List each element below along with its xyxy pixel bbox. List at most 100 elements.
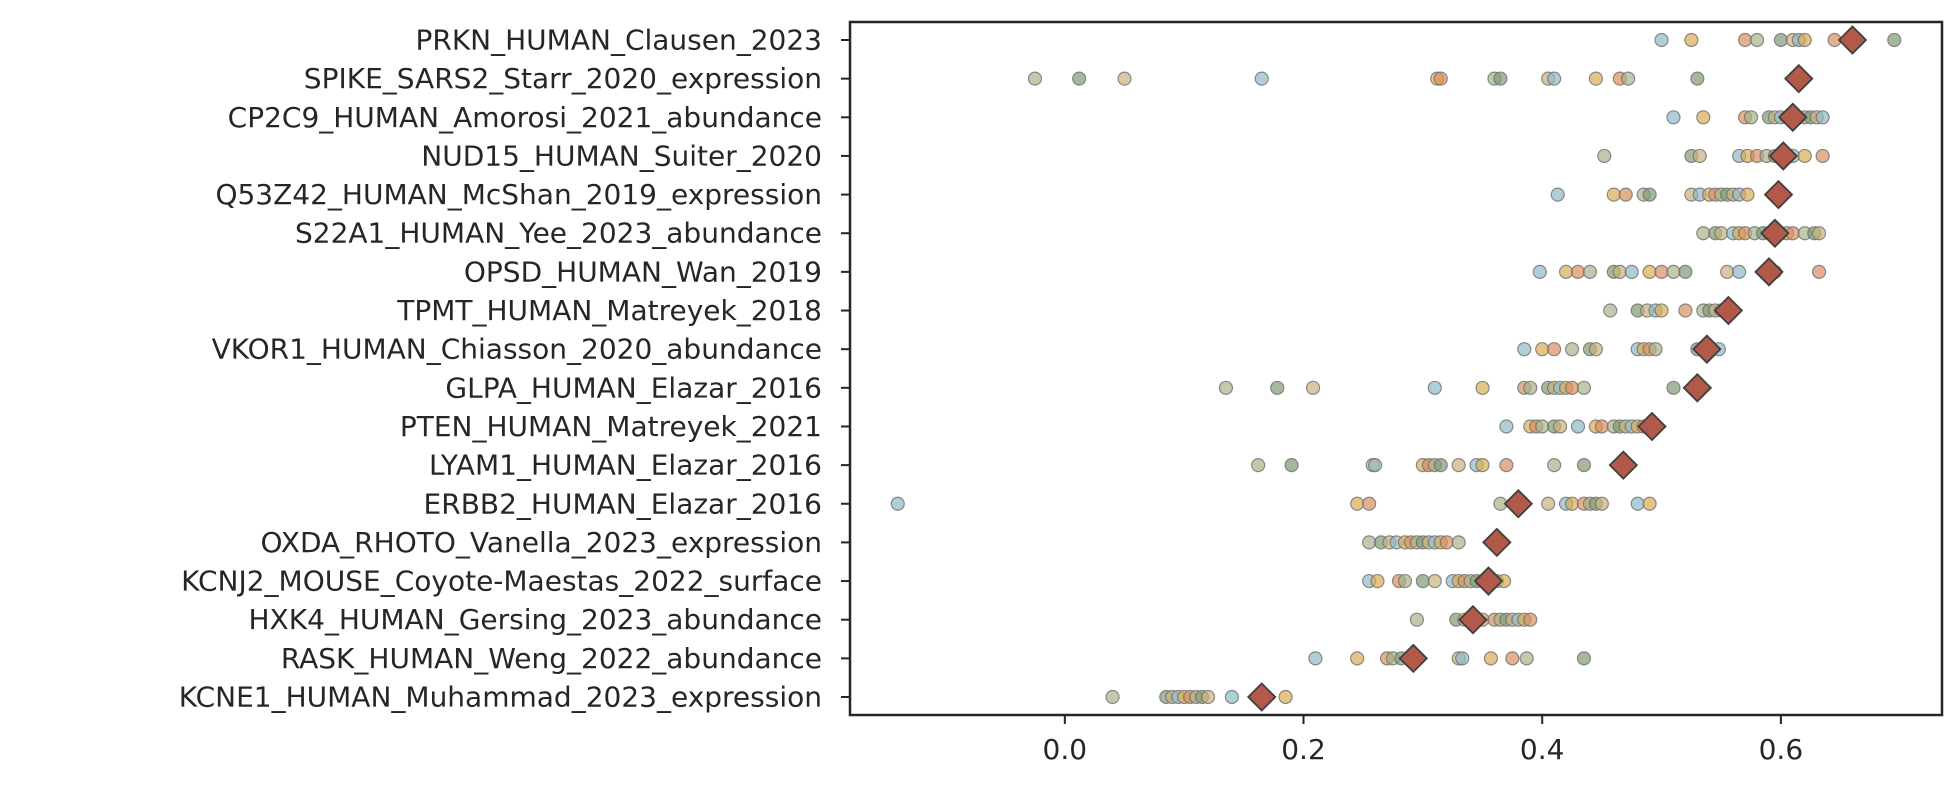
data-point xyxy=(1517,342,1532,357)
data-point xyxy=(1251,458,1266,473)
data-point xyxy=(1433,458,1448,473)
data-point xyxy=(1696,110,1711,125)
y-tick-label: OPSD_HUMAN_Wan_2019 xyxy=(464,255,822,288)
data-point xyxy=(1499,458,1514,473)
data-point xyxy=(1603,303,1618,318)
y-tick-label: ERBB2_HUMAN_Elazar_2016 xyxy=(424,487,822,520)
y-tick-label: OXDA_RHOTO_Vanella_2023_expression xyxy=(261,526,822,559)
mean-marker xyxy=(1246,682,1277,712)
data-point xyxy=(1552,419,1568,434)
y-tick-marks xyxy=(841,39,850,698)
data-point xyxy=(1642,264,1657,279)
data-point xyxy=(1558,264,1574,279)
data-point xyxy=(1483,651,1498,666)
data-point xyxy=(1308,651,1323,666)
data-point xyxy=(1550,187,1565,202)
data-point xyxy=(1305,380,1321,395)
data-point xyxy=(1493,71,1508,86)
data-point xyxy=(1505,651,1520,666)
y-tick-label: SPIKE_SARS2_Starr_2020_expression xyxy=(304,62,822,95)
mean-marker xyxy=(1503,488,1534,519)
mean-markers xyxy=(1246,25,1868,712)
data-point xyxy=(1455,651,1470,666)
x-tick-label: 0.4 xyxy=(1520,733,1565,766)
y-tick-label: S22A1_HUMAN_Yee_2023_abundance xyxy=(295,217,822,250)
data-point xyxy=(1564,380,1580,395)
x-tick-label: 0.0 xyxy=(1043,733,1088,766)
data-point xyxy=(1630,496,1645,511)
data-point xyxy=(1606,187,1621,202)
y-tick-label: CP2C9_HUMAN_Amorosi_2021_abundance xyxy=(228,101,822,134)
data-point xyxy=(1642,187,1657,202)
data-point xyxy=(1451,458,1466,473)
y-tick-label: VKOR1_HUMAN_Chiasson_2020_abundance xyxy=(212,333,822,366)
data-point xyxy=(1427,380,1442,395)
mean-marker xyxy=(1398,643,1429,674)
mean-marker xyxy=(1760,218,1790,249)
data-point xyxy=(1720,264,1735,279)
data-point xyxy=(1397,573,1413,589)
data-point xyxy=(1749,32,1765,48)
data-point xyxy=(1535,419,1550,434)
data-point xyxy=(1427,573,1442,589)
mean-marker xyxy=(1692,334,1722,364)
data-point xyxy=(1690,71,1705,86)
data-point xyxy=(1475,458,1490,473)
mean-marker xyxy=(1713,295,1744,326)
data-point xyxy=(1200,689,1216,705)
y-tick-label: RASK_HUMAN_Weng_2022_abundance xyxy=(281,642,822,675)
data-point xyxy=(1654,303,1669,318)
mean-marker xyxy=(1608,450,1639,480)
y-tick-label: GLPA_HUMAN_Elazar_2016 xyxy=(445,371,822,404)
data-point xyxy=(1696,226,1711,241)
data-point xyxy=(1362,535,1377,550)
data-point xyxy=(1547,342,1562,357)
data-point xyxy=(1714,226,1729,241)
data-point xyxy=(1475,380,1490,395)
mean-marker xyxy=(1768,141,1799,171)
y-tick-label: PRKN_HUMAN_Clausen_2023 xyxy=(415,24,822,57)
data-point xyxy=(1350,651,1365,666)
data-point xyxy=(1666,264,1681,279)
data-point xyxy=(1642,496,1657,511)
data-point xyxy=(1624,264,1639,279)
y-tick-label: NUD15_HUMAN_Suiter_2020 xyxy=(421,139,822,172)
y-tick-labels: PRKN_HUMAN_Clausen_2023 SPIKE_SARS2_Starr… xyxy=(179,24,822,714)
data-point xyxy=(1612,264,1627,279)
data-point xyxy=(1732,264,1747,279)
data-point xyxy=(1564,342,1580,357)
data-point xyxy=(1370,573,1385,589)
data-point xyxy=(1737,32,1753,48)
data-point xyxy=(1117,71,1132,86)
data-point xyxy=(1740,187,1755,202)
data-point xyxy=(1254,71,1269,86)
data-point xyxy=(1570,419,1586,434)
y-tick-label: KCNJ2_MOUSE_Coyote-Maestas_2022_surface xyxy=(181,565,822,598)
data-point xyxy=(1547,71,1562,86)
data-point xyxy=(1743,110,1759,125)
data-point xyxy=(1576,458,1592,473)
data-point xyxy=(1576,380,1592,395)
mean-marker xyxy=(1473,566,1504,596)
data-point xyxy=(1815,110,1830,125)
data-point xyxy=(1564,496,1580,511)
data-point xyxy=(1270,380,1285,395)
data-point xyxy=(1684,32,1699,48)
data-point xyxy=(1570,264,1586,279)
y-tick-label: HXK4_HUMAN_Gersing_2023_abundance xyxy=(248,603,822,636)
data-point xyxy=(1027,71,1043,86)
x-axis: 0.0 0.2 0.4 0.6 xyxy=(1043,715,1803,766)
data-point xyxy=(1811,264,1827,279)
data-point xyxy=(1811,226,1827,241)
y-tick-label: TPMT_HUMAN_Matreyek_2018 xyxy=(396,294,822,327)
data-point xyxy=(1350,496,1365,511)
mean-marker xyxy=(1637,411,1667,442)
data-point xyxy=(1278,689,1293,705)
data-point xyxy=(1678,264,1693,279)
data-point xyxy=(1362,496,1377,511)
y-tick-label: LYAM1_HUMAN_Elazar_2016 xyxy=(429,449,822,482)
y-tick-label: Q53Z42_HUMAN_McShan_2019_expression xyxy=(215,178,822,211)
data-point xyxy=(1773,32,1788,48)
plot-frame xyxy=(848,20,1944,717)
